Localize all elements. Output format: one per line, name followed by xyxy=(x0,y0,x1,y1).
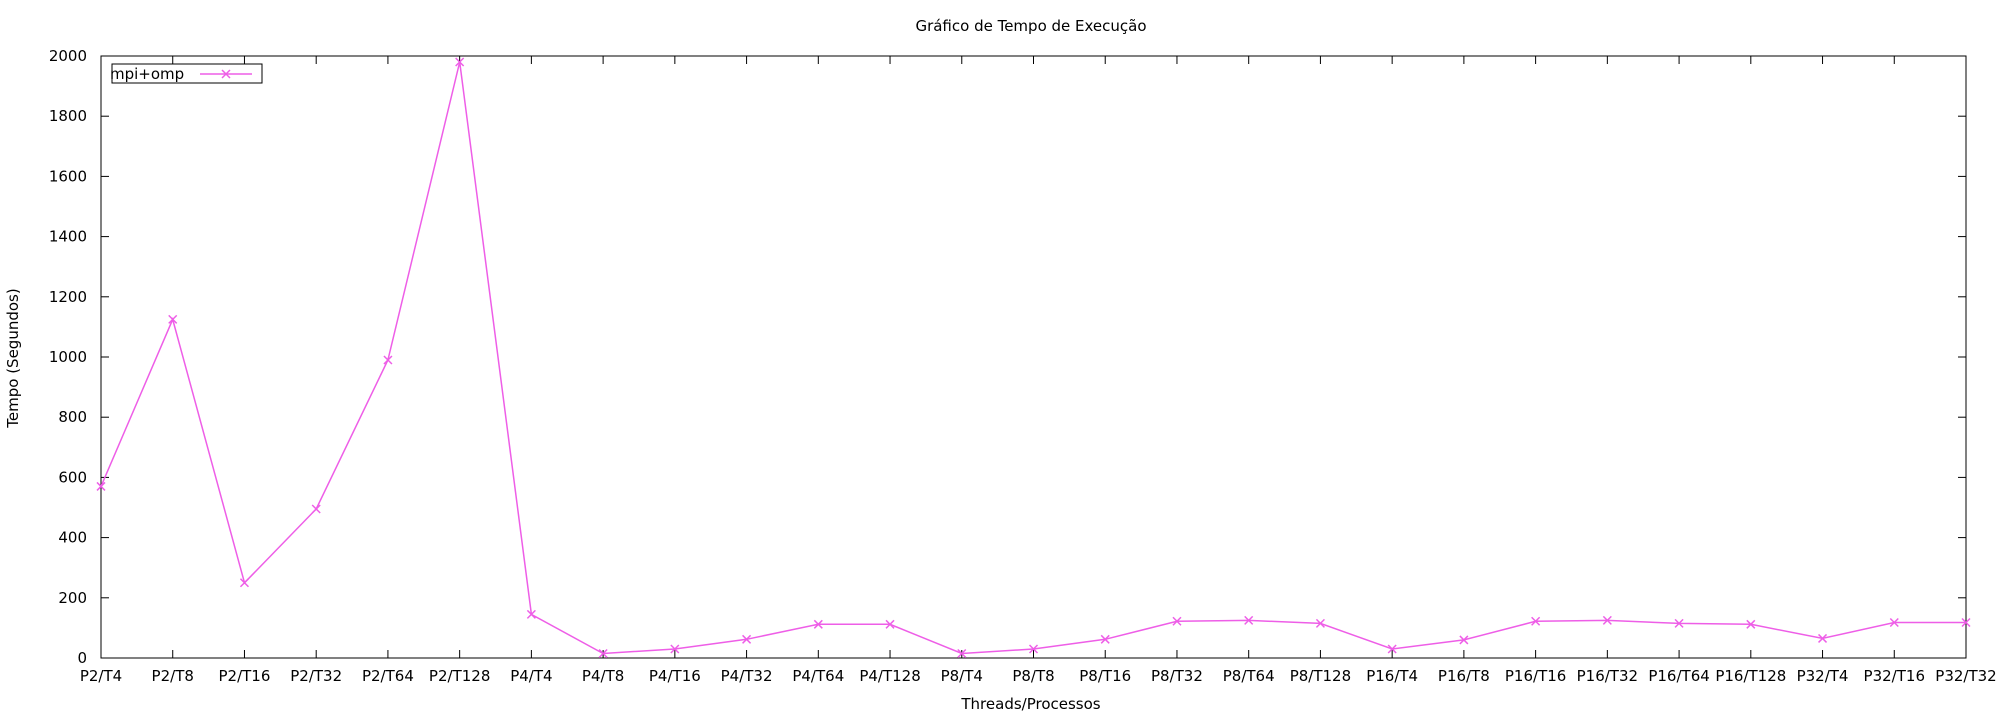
data-point-marker xyxy=(383,355,393,365)
data-point-marker xyxy=(1100,634,1110,644)
data-point-marker xyxy=(813,619,823,629)
x-tick-label: P2/T16 xyxy=(219,667,271,685)
y-axis-label: Tempo (Segundos) xyxy=(4,288,22,428)
x-tick-label: P8/T8 xyxy=(1012,667,1054,685)
plot-area-frame xyxy=(100,55,1967,659)
data-point-marker xyxy=(1674,618,1684,628)
x-tick-label: P2/T128 xyxy=(429,667,490,685)
x-tick-label: P32/T4 xyxy=(1797,667,1849,685)
data-point-marker xyxy=(1387,644,1397,654)
x-tick-label: P4/T128 xyxy=(859,667,920,685)
y-tick-label: 1400 xyxy=(49,228,87,246)
data-point-marker xyxy=(168,314,178,324)
data-point-marker xyxy=(1889,617,1899,628)
x-tick-label: P16/T64 xyxy=(1648,667,1709,685)
x-tick-label: P2/T32 xyxy=(290,667,342,685)
chart-title: Gráfico de Tempo de Execução xyxy=(915,17,1146,35)
x-tick-label: P2/T64 xyxy=(362,667,414,685)
x-tick-label: P16/T16 xyxy=(1505,667,1566,685)
x-tick-label: P8/T64 xyxy=(1223,667,1275,685)
x-tick-label: P16/T32 xyxy=(1577,667,1638,685)
data-point-marker xyxy=(885,619,895,629)
x-tick-label: P4/T32 xyxy=(721,667,773,685)
y-tick-label: 400 xyxy=(58,529,87,547)
legend-marker xyxy=(221,69,231,79)
data-point-marker xyxy=(1531,616,1541,626)
x-tick-label: P32/T16 xyxy=(1864,667,1925,685)
data-point-marker xyxy=(1172,616,1182,626)
data-point-marker xyxy=(1315,618,1325,628)
data-point-marker xyxy=(1459,635,1469,645)
x-tick-label: P8/T32 xyxy=(1151,667,1203,685)
data-point-marker xyxy=(1028,644,1039,654)
x-tick-label: P4/T64 xyxy=(792,667,844,685)
data-point-marker xyxy=(455,57,465,67)
x-tick-label: P8/T4 xyxy=(941,667,983,685)
y-tick-label: 1800 xyxy=(49,107,87,125)
x-tick-label: P32/T32 xyxy=(1935,667,1996,685)
data-point-marker xyxy=(742,634,752,644)
data-point-marker xyxy=(526,609,536,619)
legend-label: mpi+omp xyxy=(110,65,184,83)
y-tick-label: 1000 xyxy=(49,348,87,366)
y-tick-label: 800 xyxy=(58,408,87,426)
series-line xyxy=(100,61,1966,655)
x-tick-label: P4/T8 xyxy=(582,667,624,685)
legend: mpi+omp xyxy=(110,63,263,84)
x-axis-label: Threads/Processos xyxy=(960,695,1100,713)
series-layer xyxy=(96,57,1971,659)
legend-box xyxy=(111,63,263,84)
x-axis-ticks: P2/T4 P2/T8 P2/T16 P2/T32 P2/T64 P2/T128 P4/T4… xyxy=(80,56,1997,685)
y-tick-label: 2000 xyxy=(49,47,87,65)
data-point-marker xyxy=(1818,633,1828,643)
data-point-marker xyxy=(96,481,106,491)
y-axis-ticks: 0 200 400 600 800 1000 1200 1400 1600 1800 2000 xyxy=(49,47,1966,667)
data-point-marker xyxy=(598,648,608,659)
x-tick-label: P16/T4 xyxy=(1366,667,1418,685)
x-tick-label: P8/T16 xyxy=(1079,667,1131,685)
y-tick-label: 600 xyxy=(58,468,87,486)
y-tick-label: 0 xyxy=(77,649,87,667)
data-point-marker xyxy=(311,504,321,514)
data-point-marker xyxy=(1602,615,1612,625)
data-point-marker xyxy=(957,648,967,659)
x-tick-label: P4/T4 xyxy=(510,667,552,685)
x-tick-label: P8/T128 xyxy=(1290,667,1351,685)
y-tick-label: 200 xyxy=(58,589,87,607)
x-tick-label: P16/T8 xyxy=(1438,667,1490,685)
data-point-marker xyxy=(670,644,680,654)
data-point-marker xyxy=(1961,617,1971,628)
data-point-marker xyxy=(239,578,249,588)
y-tick-label: 1600 xyxy=(49,167,87,185)
x-tick-label: P2/T4 xyxy=(80,667,122,685)
data-point-marker xyxy=(1244,615,1254,625)
x-tick-label: P16/T128 xyxy=(1715,667,1786,685)
x-tick-label: P2/T8 xyxy=(152,667,194,685)
data-point-marker xyxy=(1746,619,1756,629)
y-tick-label: 1200 xyxy=(49,288,87,306)
x-tick-label: P4/T16 xyxy=(649,667,701,685)
